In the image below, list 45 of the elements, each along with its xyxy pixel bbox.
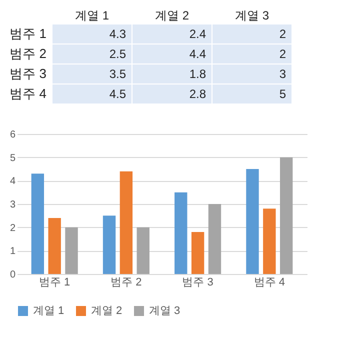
y-tick-label: 범주 1	[10, 26, 46, 41]
data-label: 2	[279, 47, 286, 61]
x-tick-label: 범주 3	[182, 276, 214, 288]
bar	[102, 216, 116, 274]
data-label: 5	[279, 87, 286, 101]
data-label: 2	[279, 27, 286, 41]
x-tick-label: 범주 4	[254, 276, 285, 288]
bar	[136, 227, 150, 274]
x-tick-label: 계열 2	[154, 8, 190, 22]
bar	[280, 157, 293, 274]
x-tick-label: 범주 2	[110, 276, 142, 288]
data-label: 2.4	[189, 27, 206, 41]
bar	[48, 218, 61, 274]
data-label: 4.3	[109, 27, 126, 41]
data-label: 3.5	[109, 67, 126, 81]
x-tick-label: 계열 3	[234, 8, 270, 22]
bar	[208, 204, 222, 274]
legend-label: 계열 2	[91, 305, 122, 317]
bar	[191, 232, 204, 274]
y-tick-label: 0	[10, 270, 16, 280]
data-label: 4.5	[109, 87, 126, 101]
data-label: 3	[279, 67, 286, 81]
data-label: 2.5	[109, 47, 126, 61]
x-tick-label: 계열 1	[74, 8, 110, 22]
data-label: 1.8	[189, 67, 206, 81]
y-tick-label: 5	[10, 152, 16, 164]
bar	[120, 171, 133, 274]
y-tick-label: 2	[10, 222, 16, 234]
bar	[31, 174, 44, 274]
y-tick-label: 범주 2	[10, 46, 46, 61]
y-tick-label: 범주 3	[10, 66, 46, 81]
bar	[246, 169, 259, 274]
y-tick-label: 6	[10, 130, 16, 140]
legend-label: 계열 3	[149, 305, 180, 317]
x-tick-label: 범주 1	[39, 276, 70, 288]
bar	[65, 227, 78, 274]
bar	[174, 192, 188, 274]
y-tick-label: 1	[10, 246, 16, 258]
data-label: 4.4	[189, 47, 206, 61]
data-label: 2.8	[189, 87, 206, 101]
legend-label: 계열 1	[33, 305, 64, 317]
y-tick-label: 4	[10, 176, 16, 188]
bar	[263, 208, 276, 274]
y-tick-label: 3	[10, 200, 16, 210]
y-tick-label: 범주 4	[10, 86, 46, 101]
